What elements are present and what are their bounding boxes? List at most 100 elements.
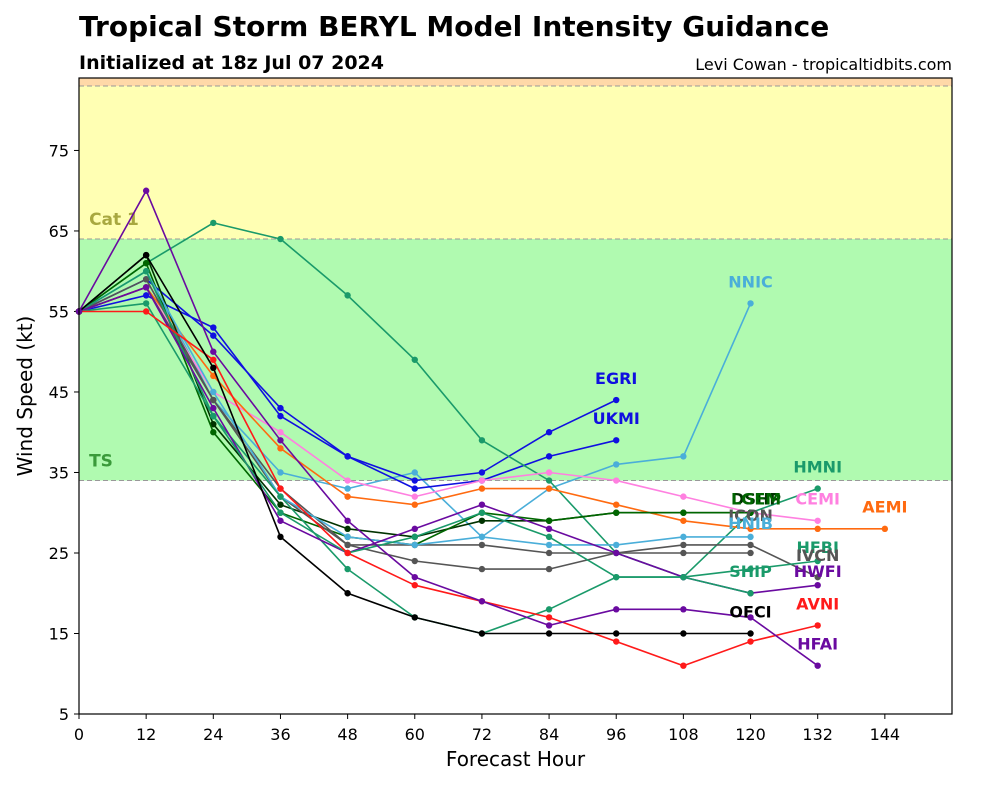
data-point-lgem: [210, 429, 217, 436]
data-point-hnib: [680, 533, 687, 541]
data-point-nnic: [277, 469, 284, 476]
data-point-hfai: [277, 437, 284, 444]
data-point-hfbi: [747, 565, 754, 573]
data-point-cemi: [277, 429, 284, 436]
data-point-aemi: [881, 525, 889, 533]
data-point-nnic: [680, 453, 687, 460]
x-tick-label: 120: [735, 725, 766, 744]
series-label-hwfi: HWFI: [794, 562, 842, 581]
series-label-ukmi: UKMI: [593, 409, 640, 428]
data-point-hfai: [411, 573, 418, 581]
data-point-lgem: [545, 517, 553, 524]
data-point-ukmi: [210, 324, 217, 331]
data-point-aemi: [344, 493, 351, 500]
y-axis-label: Wind Speed (kt): [13, 316, 37, 477]
data-point-ofci: [478, 630, 486, 637]
data-point-hmni: [814, 485, 821, 492]
data-point-ofci: [411, 614, 418, 621]
data-point-ofci: [142, 251, 150, 259]
data-point-hfai: [478, 598, 486, 605]
data-point-aemi: [411, 501, 418, 508]
data-point-hnib: [747, 533, 754, 541]
data-point-hmni: [411, 356, 418, 363]
intensity-bands: TS Cat 1: [79, 78, 952, 482]
y-tick-label: 55: [49, 302, 69, 321]
data-point-hfai: [545, 622, 553, 629]
data-point-hnib: [613, 541, 620, 549]
chart-subtitle: Initialized at 18z Jul 07 2024: [79, 52, 385, 74]
data-point-dshp: [277, 501, 284, 508]
data-point-ofci: [545, 630, 553, 637]
x-tick-label: 132: [802, 725, 833, 744]
data-point-nnic: [747, 300, 754, 307]
data-point-egri: [210, 332, 217, 339]
data-point-egri: [613, 396, 620, 404]
data-point-ship: [277, 509, 284, 516]
data-point-ivcn: [344, 541, 351, 549]
plot-frame: [78, 77, 953, 715]
data-point-aemi: [613, 501, 620, 508]
data-point-hmni: [545, 477, 553, 484]
data-point-ukmi: [545, 453, 553, 460]
x-tick-label: 36: [270, 725, 290, 744]
data-point-nnic: [411, 469, 418, 476]
data-point-ship: [210, 412, 217, 420]
x-tick-label: 48: [337, 725, 357, 744]
data-point-hfbi: [545, 606, 553, 613]
data-point-hmni: [210, 219, 217, 227]
data-point-nnic: [613, 461, 620, 468]
data-point-ofci: [277, 533, 284, 541]
series-label-hfai: HFAI: [797, 635, 838, 654]
data-point-hfai: [613, 606, 620, 613]
data-point-icon: [680, 549, 687, 557]
y-tick-label: 75: [49, 141, 69, 160]
data-point-ukmi: [277, 412, 284, 420]
series-label-icon: ICON: [728, 506, 773, 525]
data-point-aemi: [680, 517, 687, 524]
x-tick-label: 12: [136, 725, 156, 744]
data-point-hfai: [680, 606, 687, 613]
series-hfai: [75, 187, 821, 669]
series-label-hfbi: HFBI: [796, 538, 838, 557]
data-point-hmni: [344, 292, 351, 299]
data-point-icon: [478, 541, 486, 549]
data-point-cemi: [680, 493, 687, 500]
data-point-ofci: [747, 630, 754, 637]
data-point-hwfi: [613, 549, 620, 557]
y-tick-label: 25: [49, 544, 69, 563]
data-point-hwfi: [545, 525, 553, 533]
data-point-cemi: [613, 477, 620, 484]
data-point-avni: [210, 356, 217, 363]
data-point-hwfi: [142, 284, 150, 291]
x-tick-label: 0: [74, 725, 84, 744]
chart-axes: 0 12 24 36 48 60 72 84 96 108 120 132 144 5 15 25 35 45 55…: [13, 141, 900, 771]
series-line-cemi: [78, 286, 818, 522]
y-tick-label: 45: [49, 383, 69, 402]
data-point-ukmi: [411, 485, 418, 492]
data-point-aemi: [814, 525, 821, 533]
band-cat-2: [79, 78, 952, 87]
data-point-hfai: [210, 348, 217, 355]
data-point-ivcn: [411, 557, 418, 565]
data-point-ukmi: [344, 453, 351, 460]
data-point-hwfi: [478, 501, 486, 508]
data-point-icon: [545, 549, 553, 557]
data-point-aemi: [277, 445, 284, 452]
data-point-hwfi: [411, 525, 418, 533]
band-label-ts: TS: [89, 452, 113, 472]
data-point-dshp: [478, 517, 486, 524]
data-point-ofci: [613, 630, 620, 637]
band-cat-1: [79, 86, 952, 240]
data-point-hnib: [344, 533, 351, 541]
data-point-avni: [277, 485, 284, 492]
data-point-ivcn: [680, 541, 687, 549]
series-line-ivcn: [78, 286, 819, 578]
data-point-hfai: [142, 187, 150, 194]
data-point-ofci: [210, 364, 217, 372]
data-point-ivcn: [545, 565, 553, 573]
x-tick-label: 72: [472, 725, 492, 744]
data-point-avni: [814, 622, 821, 629]
data-point-ivcn: [478, 565, 486, 573]
